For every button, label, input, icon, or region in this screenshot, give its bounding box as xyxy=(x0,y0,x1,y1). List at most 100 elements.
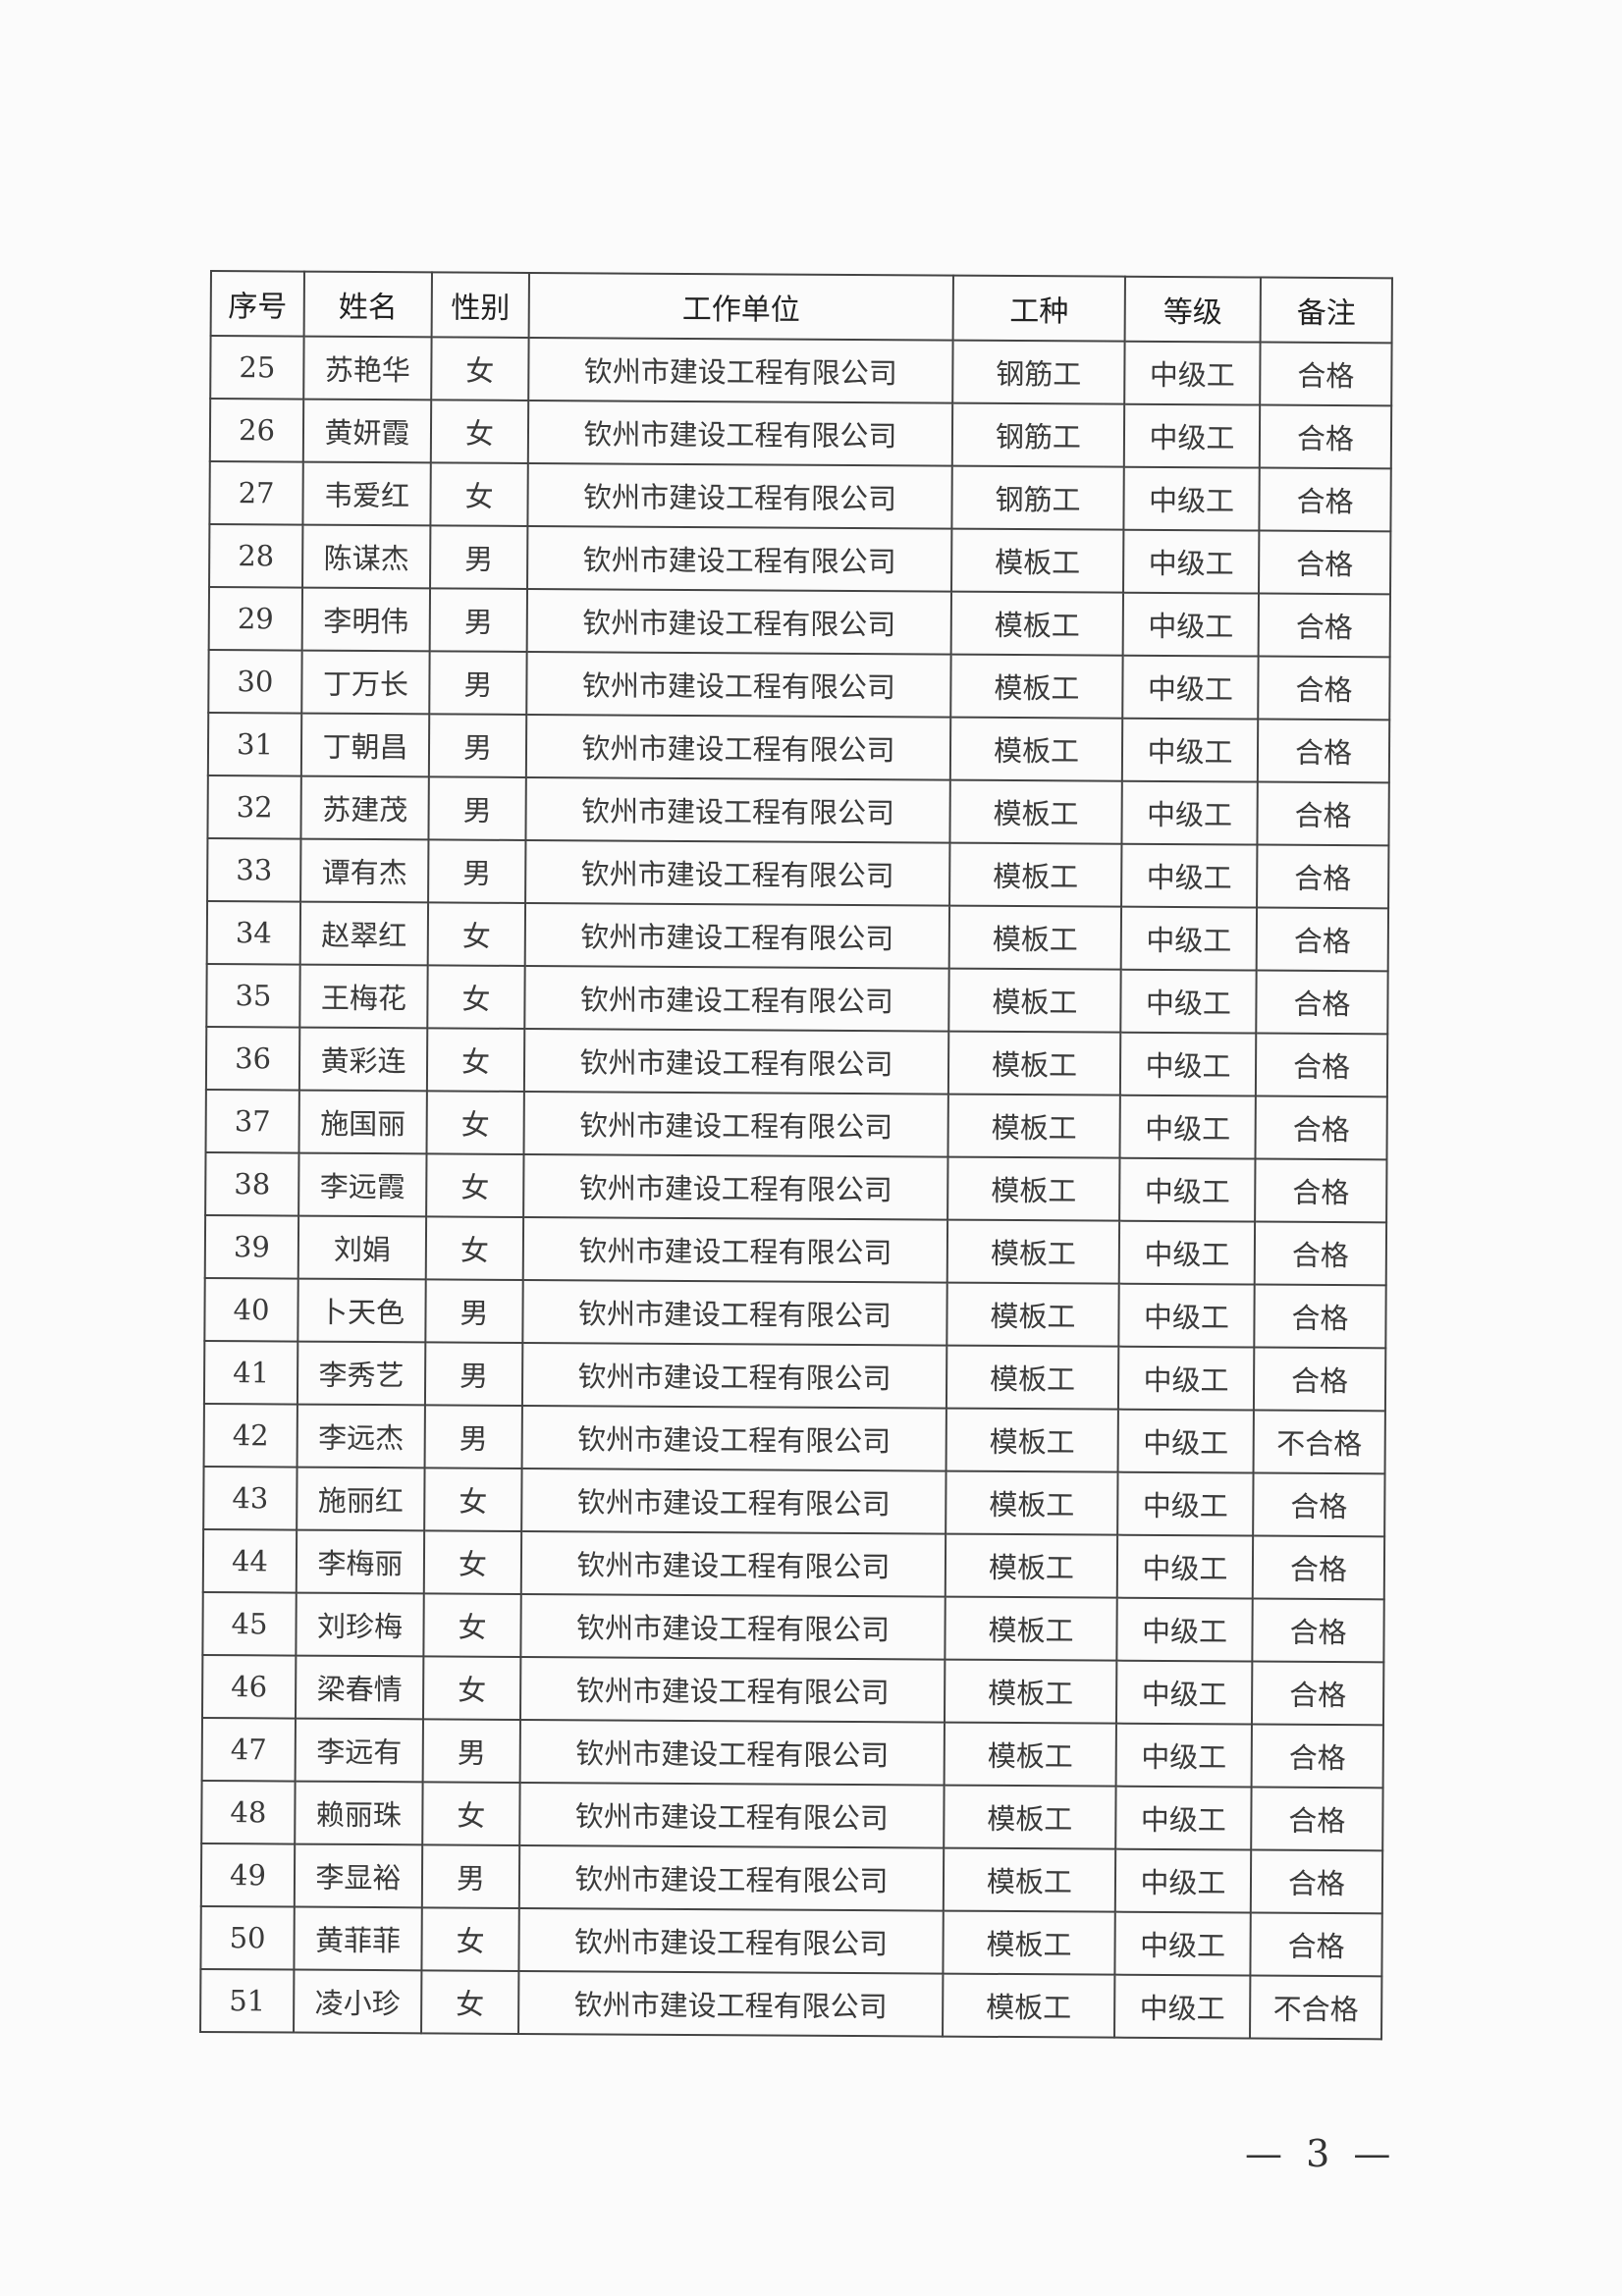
cell-gender: 男 xyxy=(429,651,527,715)
cell-trade: 模板工 xyxy=(944,1785,1116,1849)
table-row: 36 黄彩连女钦州市建设工程有限公司 模板工 中级工 合格 xyxy=(205,1026,1388,1097)
cell-name: 陈谋杰 xyxy=(302,524,431,589)
cell-remark: 合格 xyxy=(1255,1158,1387,1223)
column-header-trade: 工种 xyxy=(952,275,1125,342)
cell-employer: 钦州市建设工程有限公司 xyxy=(523,1091,948,1157)
column-header-level: 等级 xyxy=(1124,276,1261,343)
cell-trade: 钢筋工 xyxy=(951,465,1124,530)
cell-level: 中级工 xyxy=(1120,906,1258,971)
cell-seq: 45 xyxy=(202,1591,297,1656)
cell-name: 凌小珍 xyxy=(294,1969,422,2034)
cell-trade: 模板工 xyxy=(949,779,1122,844)
cell-employer: 钦州市建设工程有限公司 xyxy=(527,525,952,592)
cell-level: 中级工 xyxy=(1121,780,1258,845)
cell-remark: 合格 xyxy=(1258,656,1390,721)
table-row: 28 陈谋杰男钦州市建设工程有限公司 模板工 中级工 合格 xyxy=(209,524,1391,595)
cell-trade: 模板工 xyxy=(947,1031,1121,1095)
cell-remark: 合格 xyxy=(1254,1221,1387,1286)
cell-level: 中级工 xyxy=(1115,1786,1252,1850)
cell-name: 赖丽珠 xyxy=(295,1781,423,1845)
cell-remark: 合格 xyxy=(1256,907,1389,972)
cell-employer: 钦州市建设工程有限公司 xyxy=(524,965,949,1032)
cell-gender: 男 xyxy=(422,1719,520,1783)
cell-level: 中级工 xyxy=(1117,1471,1254,1536)
cell-remark: 合格 xyxy=(1257,781,1389,846)
cell-remark: 合格 xyxy=(1253,1347,1386,1412)
cell-seq: 41 xyxy=(203,1340,298,1405)
cell-remark: 合格 xyxy=(1251,1787,1383,1851)
cell-trade: 模板工 xyxy=(947,1094,1120,1158)
cell-employer: 钦州市建设工程有限公司 xyxy=(525,839,950,906)
cell-trade: 模板工 xyxy=(951,528,1124,593)
cell-level: 中级工 xyxy=(1114,1974,1251,2039)
table-row: 39 刘娟女钦州市建设工程有限公司 模板工 中级工 合格 xyxy=(204,1214,1387,1286)
table-row: 38 李远霞女钦州市建设工程有限公司 模板工 中级工 合格 xyxy=(205,1151,1387,1223)
cell-seq: 26 xyxy=(209,399,304,462)
cell-seq: 40 xyxy=(204,1277,298,1342)
cell-employer: 钦州市建设工程有限公司 xyxy=(519,1782,945,1848)
cell-seq: 32 xyxy=(207,774,301,839)
cell-name: 丁朝昌 xyxy=(300,713,430,777)
cell-gender: 女 xyxy=(430,462,528,526)
cell-gender: 女 xyxy=(423,1530,522,1594)
table-row: 44 李梅丽女钦州市建设工程有限公司 模板工 中级工 合格 xyxy=(202,1528,1385,1600)
cell-trade: 模板工 xyxy=(946,1470,1118,1535)
cell-seq: 36 xyxy=(205,1026,300,1091)
cell-trade: 钢筋工 xyxy=(952,340,1125,404)
table-row: 33 谭有杰男钦州市建设工程有限公司 模板工 中级工 合格 xyxy=(207,837,1389,909)
cell-employer: 钦州市建设工程有限公司 xyxy=(518,1907,944,1974)
cell-trade: 模板工 xyxy=(948,905,1122,970)
cell-seq: 25 xyxy=(210,336,304,400)
cell-level: 中级工 xyxy=(1119,1157,1256,1222)
cell-employer: 钦州市建设工程有限公司 xyxy=(525,776,950,843)
cell-level: 中级工 xyxy=(1118,1283,1255,1348)
cell-level: 中级工 xyxy=(1117,1346,1255,1411)
cell-trade: 模板工 xyxy=(949,842,1122,907)
cell-seq: 46 xyxy=(201,1654,297,1719)
cell-employer: 钦州市建设工程有限公司 xyxy=(528,337,953,403)
cell-remark: 合格 xyxy=(1252,1598,1384,1663)
cell-gender: 男 xyxy=(428,714,527,777)
cell-gender: 女 xyxy=(427,902,526,966)
cell-name: 王梅花 xyxy=(299,964,428,1029)
cell-gender: 男 xyxy=(428,776,526,840)
cell-seq: 43 xyxy=(203,1466,297,1530)
cell-remark: 合格 xyxy=(1254,1284,1386,1349)
cell-remark: 合格 xyxy=(1255,1033,1388,1097)
cell-employer: 钦州市建设工程有限公司 xyxy=(519,1719,945,1786)
cell-gender: 女 xyxy=(427,965,525,1029)
table-row: 48 赖丽珠女钦州市建设工程有限公司 模板工 中级工 合格 xyxy=(201,1780,1383,1851)
page-number: — 3 — xyxy=(1245,2132,1397,2175)
cell-remark: 合格 xyxy=(1252,1535,1385,1600)
cell-level: 中级工 xyxy=(1119,1095,1256,1159)
cell-level: 中级工 xyxy=(1116,1534,1254,1599)
cell-level: 中级工 xyxy=(1118,1220,1256,1285)
column-header-name: 姓名 xyxy=(303,271,432,338)
cell-gender: 女 xyxy=(426,1153,524,1217)
cell-name: 刘珍梅 xyxy=(296,1592,424,1657)
cell-employer: 钦州市建设工程有限公司 xyxy=(519,1656,946,1723)
cell-employer: 钦州市建设工程有限公司 xyxy=(523,1028,949,1095)
cell-name: 苏艳华 xyxy=(303,336,432,400)
table-row: 31 丁朝昌男钦州市建设工程有限公司 模板工 中级工 合格 xyxy=(207,712,1390,783)
cell-remark: 合格 xyxy=(1260,342,1392,406)
table-row: 47 李远有男钦州市建设工程有限公司 模板工 中级工 合格 xyxy=(201,1717,1383,1789)
cell-remark: 合格 xyxy=(1253,1472,1385,1537)
column-header-gender: 性别 xyxy=(431,272,529,338)
table-row: 35 王梅花女钦州市建设工程有限公司 模板工 中级工 合格 xyxy=(206,963,1388,1035)
cell-name: 黄彩连 xyxy=(298,1027,428,1092)
cell-level: 中级工 xyxy=(1123,529,1260,594)
cell-trade: 模板工 xyxy=(945,1533,1118,1598)
cell-seq: 51 xyxy=(200,1968,295,2033)
cell-level: 中级工 xyxy=(1119,1032,1257,1096)
cell-gender: 男 xyxy=(424,1342,523,1406)
cell-seq: 39 xyxy=(204,1214,299,1279)
cell-name: 李秀艺 xyxy=(297,1341,426,1406)
cell-remark: 合格 xyxy=(1256,970,1388,1035)
cell-name: 韦爱红 xyxy=(302,461,431,526)
cell-level: 中级工 xyxy=(1114,1911,1251,1976)
cell-employer: 钦州市建设工程有限公司 xyxy=(525,714,951,780)
cell-employer: 钦州市建设工程有限公司 xyxy=(526,588,952,655)
cell-name: 卜天色 xyxy=(297,1278,426,1343)
cell-employer: 钦州市建设工程有限公司 xyxy=(527,400,953,466)
